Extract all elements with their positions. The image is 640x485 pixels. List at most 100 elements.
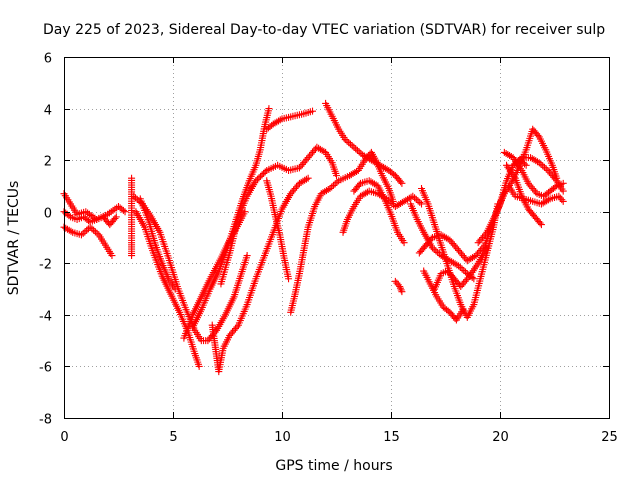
data-point [291, 185, 299, 193]
data-point [398, 288, 406, 296]
data-point [243, 252, 251, 260]
y-tick-label: -8 [39, 413, 52, 428]
data-point [91, 228, 99, 236]
series-track-11 [217, 143, 340, 288]
data-point [309, 107, 317, 115]
data-point [547, 170, 555, 178]
data-point [476, 237, 484, 245]
data-point [298, 160, 306, 168]
series-track-3 [60, 208, 120, 229]
data-point [470, 275, 478, 283]
data-point [253, 175, 261, 183]
data-point [393, 279, 401, 287]
data-point [477, 235, 485, 243]
data-point [386, 198, 394, 206]
data-point [77, 231, 85, 239]
x-axis-label: GPS time / hours [275, 458, 392, 474]
data-point [398, 179, 406, 187]
data-point [524, 179, 532, 187]
data-point [333, 178, 341, 186]
data-point [460, 279, 468, 287]
series-track-23 [420, 267, 467, 324]
data-point [88, 225, 96, 233]
data-point [459, 252, 467, 260]
data-point [513, 158, 521, 166]
data-point [535, 159, 543, 167]
data-point [430, 245, 438, 253]
data-point [331, 180, 339, 188]
series-track-13 [263, 177, 293, 283]
data-point [432, 247, 440, 255]
data-point [90, 226, 98, 234]
x-tick-label: 10 [274, 430, 291, 445]
data-point [93, 229, 101, 237]
data-point [293, 183, 301, 191]
data-point [329, 181, 337, 189]
grid [64, 57, 609, 418]
data-point [483, 244, 491, 252]
data-point [204, 337, 212, 345]
data-point [303, 155, 311, 163]
data-point [400, 239, 408, 247]
data-point [352, 145, 360, 153]
data-point [252, 177, 260, 185]
data-point [480, 232, 488, 240]
series-track-4 [128, 174, 136, 260]
data-point [304, 174, 312, 182]
data-point [458, 265, 466, 273]
data-point [346, 140, 354, 148]
data-point [460, 253, 468, 261]
series-track-7 [136, 195, 179, 293]
axis-ticks: 0 5 10 15 20 25 -8 -6 -4 -2 0 2 4 6 [39, 52, 618, 446]
series-track-6 [132, 208, 203, 370]
data-point [397, 178, 405, 186]
data-point [456, 263, 464, 271]
data-point [112, 213, 120, 221]
data-point [288, 188, 296, 196]
data-point [195, 362, 203, 370]
data-point [353, 167, 361, 175]
data-point [326, 185, 334, 193]
data-point [171, 285, 179, 293]
data-point [548, 172, 556, 180]
data-point [295, 164, 303, 172]
y-tick-label: -2 [39, 258, 52, 273]
data-point [522, 161, 530, 169]
y-tick-label: 6 [44, 52, 52, 67]
data-point [450, 241, 458, 249]
data-point [233, 323, 241, 331]
x-tick-label: 25 [601, 430, 618, 445]
data-point [355, 148, 363, 156]
data-point [83, 226, 91, 234]
data-point [348, 142, 356, 150]
y-tick-label: -4 [39, 310, 52, 325]
series-track-22 [431, 244, 491, 293]
data-point [542, 165, 550, 173]
data-point [414, 197, 422, 205]
y-tick-label: 4 [44, 104, 52, 119]
series-track-15 [322, 99, 406, 187]
data-point [119, 206, 127, 214]
data-point [128, 252, 136, 260]
data-point [460, 267, 468, 275]
data-point [304, 154, 312, 162]
data-point [558, 196, 566, 204]
series-track-2 [60, 223, 116, 260]
data-point [529, 185, 537, 193]
data-point [328, 183, 336, 191]
data-series [60, 99, 567, 376]
data-point [478, 245, 486, 253]
data-point [409, 192, 417, 200]
data-point [265, 105, 273, 113]
data-point [230, 326, 238, 334]
data-point [453, 245, 461, 253]
data-point [297, 162, 305, 170]
data-point [307, 150, 315, 158]
data-point [67, 227, 75, 235]
data-point [527, 183, 535, 191]
data-point [559, 187, 567, 195]
data-point [132, 194, 140, 202]
data-point [479, 234, 487, 241]
x-tick-label: 20 [492, 430, 509, 445]
